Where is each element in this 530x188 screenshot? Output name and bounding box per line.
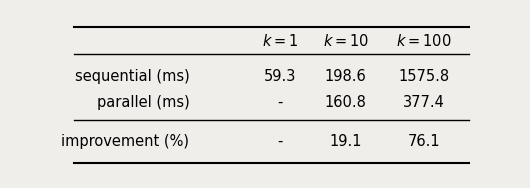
- Text: $k = 100$: $k = 100$: [396, 33, 452, 49]
- Text: $k = 10$: $k = 10$: [323, 33, 368, 49]
- Text: -: -: [277, 134, 282, 149]
- Text: 377.4: 377.4: [403, 95, 445, 110]
- Text: 19.1: 19.1: [329, 134, 362, 149]
- Text: 198.6: 198.6: [325, 69, 366, 84]
- Text: improvement (%): improvement (%): [61, 134, 190, 149]
- Text: sequential (ms): sequential (ms): [75, 69, 190, 84]
- Text: 160.8: 160.8: [324, 95, 367, 110]
- Text: 76.1: 76.1: [407, 134, 440, 149]
- Text: parallel (ms): parallel (ms): [96, 95, 190, 110]
- Text: -: -: [277, 95, 282, 110]
- Text: 59.3: 59.3: [263, 69, 296, 84]
- Text: 1575.8: 1575.8: [398, 69, 449, 84]
- Text: $k = 1$: $k = 1$: [262, 33, 298, 49]
